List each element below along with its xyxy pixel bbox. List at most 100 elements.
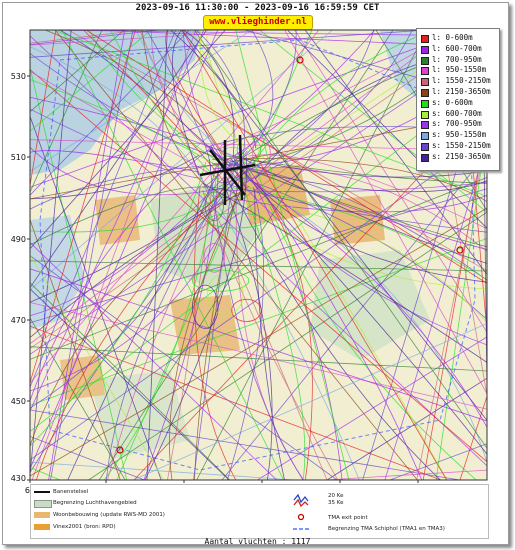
flight-track (287, 30, 487, 229)
legend-item: l: 1550-2150m (417, 76, 499, 87)
flight-track (435, 128, 487, 480)
flight-track (61, 30, 284, 480)
legend-swatch-icon (421, 78, 429, 87)
flight-track (30, 30, 125, 113)
flight-track (30, 30, 205, 412)
flight-track (208, 158, 304, 480)
flight-track (30, 255, 338, 480)
legend-swatch-icon (421, 153, 429, 162)
legend-item: s: 600-700m (417, 109, 499, 120)
flight-track (251, 170, 487, 193)
legend-item: l: 950-1550m (417, 65, 499, 76)
flight-track (246, 177, 487, 428)
flight-track (30, 30, 333, 291)
runway-system (199, 134, 256, 205)
flight-track (107, 161, 237, 480)
flight-track (30, 69, 487, 463)
plot-border (29, 29, 488, 481)
flight-track (30, 288, 230, 480)
flight-tracks-layer (30, 30, 487, 480)
flight-track (143, 159, 219, 480)
flight-track (30, 46, 487, 355)
flight-track-loop (220, 146, 244, 163)
tma-exit-point (456, 246, 464, 254)
legend-swatch-icon (421, 110, 429, 119)
flight-track-loop (231, 298, 262, 322)
flight-track (30, 161, 207, 447)
flight-track-loop (207, 212, 266, 229)
key-vinex-label: Vinex2001 (bron: RPD) (53, 524, 116, 530)
flight-track (30, 81, 487, 432)
flight-track (169, 184, 244, 480)
flight-track (248, 154, 487, 230)
flight-track (30, 461, 296, 480)
tma-exit-point (296, 56, 304, 64)
tma-boundary-icon (293, 528, 309, 530)
flight-track (284, 30, 487, 394)
flight-track (194, 30, 487, 449)
flight-track (133, 323, 487, 480)
flight-track-loop (192, 284, 219, 329)
flight-track (422, 123, 487, 480)
flight-track (195, 30, 245, 161)
flight-track (88, 211, 487, 480)
legend-swatch-icon (421, 99, 429, 108)
flight-track (233, 30, 274, 166)
flight-track (53, 30, 487, 197)
urban-area-south (170, 295, 240, 355)
flight-track (30, 67, 128, 480)
legend-item: s: 0-600m (417, 98, 499, 109)
flight-track (30, 137, 487, 461)
flight-track (30, 116, 162, 480)
flight-track (171, 30, 200, 176)
legend-label: l: 700-950m (432, 54, 482, 64)
vinex-swatch-icon (34, 524, 50, 530)
legend-item: l: 2150-3650m (417, 87, 499, 98)
flight-track (219, 30, 319, 149)
legend-swatch-icon (421, 88, 429, 97)
flight-track (30, 30, 270, 46)
y-tick-label: 510 (10, 153, 26, 162)
legend-label: l: 600-700m (432, 43, 482, 53)
flight-track (170, 30, 257, 149)
flight-track-loop (207, 272, 244, 316)
key-ke-bottom: 35 Ke (328, 500, 344, 506)
legend-item: s: 700-950m (417, 119, 499, 130)
flight-track (30, 30, 57, 186)
tma-exit-point (116, 446, 124, 454)
flight-track (83, 30, 226, 185)
altitude-legend: l: 0-600m l: 600-700m l: 700-950m l: 950… (416, 28, 500, 171)
flight-track (30, 238, 487, 406)
flight-track (30, 30, 159, 45)
flight-track (190, 30, 448, 480)
flight-track (30, 30, 136, 383)
key-ke-top: 20 Ke (328, 493, 344, 499)
tma-exit-icon (297, 513, 305, 521)
flight-track (44, 30, 223, 155)
flight-track (30, 177, 487, 360)
flight-track (30, 30, 72, 476)
legend-label: s: 2150-3650m (432, 151, 491, 161)
flight-track (50, 30, 134, 480)
flight-track (30, 188, 487, 324)
flight-track (246, 164, 423, 480)
tma-boundary (39, 39, 476, 471)
legend-label: s: 1550-2150m (432, 140, 491, 150)
flight-track (181, 30, 487, 421)
flight-track (202, 193, 487, 213)
flight-track-loop (192, 269, 250, 292)
flight-track (30, 30, 207, 288)
flight-track-loop (252, 137, 271, 169)
flight-track (30, 30, 253, 172)
flight-track (30, 113, 487, 200)
flight-track (31, 30, 197, 480)
legend-swatch-icon (421, 56, 429, 65)
noise-contour-icon (293, 493, 309, 507)
flight-track (30, 30, 219, 469)
flight-track (203, 183, 487, 363)
map-key-panel: Banenstelsel Begrenzing Luchthavengebied… (30, 484, 489, 539)
flight-track (135, 30, 249, 166)
flight-track (30, 302, 487, 410)
flight-track (304, 30, 487, 275)
legend-item: s: 1550-2150m (417, 141, 499, 152)
